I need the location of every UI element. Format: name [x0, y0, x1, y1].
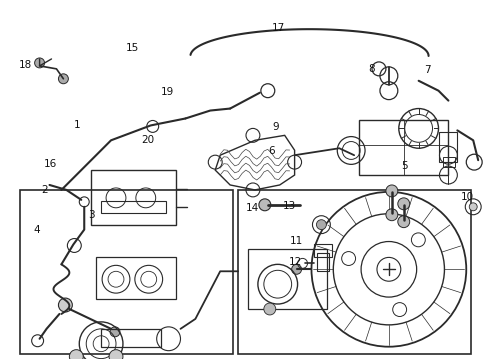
Bar — [314, 243, 332, 257]
Text: 11: 11 — [290, 237, 303, 247]
Bar — [20, 190, 233, 354]
Circle shape — [110, 327, 120, 337]
Circle shape — [69, 350, 83, 360]
Bar — [317, 253, 328, 271]
Circle shape — [59, 74, 68, 84]
Circle shape — [264, 303, 275, 315]
Text: 2: 2 — [41, 185, 48, 195]
Circle shape — [109, 350, 122, 360]
Circle shape — [468, 203, 476, 211]
Text: 12: 12 — [288, 257, 302, 267]
Bar — [358, 121, 447, 175]
Bar — [247, 249, 326, 309]
Bar — [96, 257, 175, 299]
Text: 17: 17 — [271, 23, 285, 33]
Bar — [443, 157, 454, 167]
Circle shape — [397, 198, 409, 210]
Circle shape — [35, 58, 44, 68]
Text: 4: 4 — [34, 225, 40, 235]
Text: 6: 6 — [267, 146, 274, 156]
Text: 15: 15 — [126, 43, 139, 53]
Text: 7: 7 — [424, 65, 430, 75]
Bar — [238, 190, 470, 354]
Bar — [91, 170, 175, 225]
Text: 10: 10 — [460, 192, 473, 202]
Text: 16: 16 — [44, 159, 57, 169]
Circle shape — [385, 185, 397, 197]
Text: 9: 9 — [272, 122, 279, 132]
Text: 19: 19 — [161, 87, 174, 98]
Text: 3: 3 — [88, 210, 95, 220]
Circle shape — [385, 209, 397, 221]
Circle shape — [258, 199, 270, 211]
Bar — [439, 132, 456, 162]
Text: 5: 5 — [401, 161, 407, 171]
Text: 13: 13 — [282, 201, 295, 211]
Circle shape — [316, 220, 325, 230]
Bar — [101, 201, 165, 213]
Circle shape — [397, 216, 409, 228]
Bar — [101, 329, 161, 347]
Text: 18: 18 — [19, 60, 32, 70]
Circle shape — [291, 264, 301, 274]
Circle shape — [59, 298, 72, 312]
Text: 14: 14 — [245, 203, 259, 213]
Text: 20: 20 — [141, 135, 154, 145]
Text: 1: 1 — [74, 120, 80, 130]
Text: 8: 8 — [367, 64, 374, 73]
